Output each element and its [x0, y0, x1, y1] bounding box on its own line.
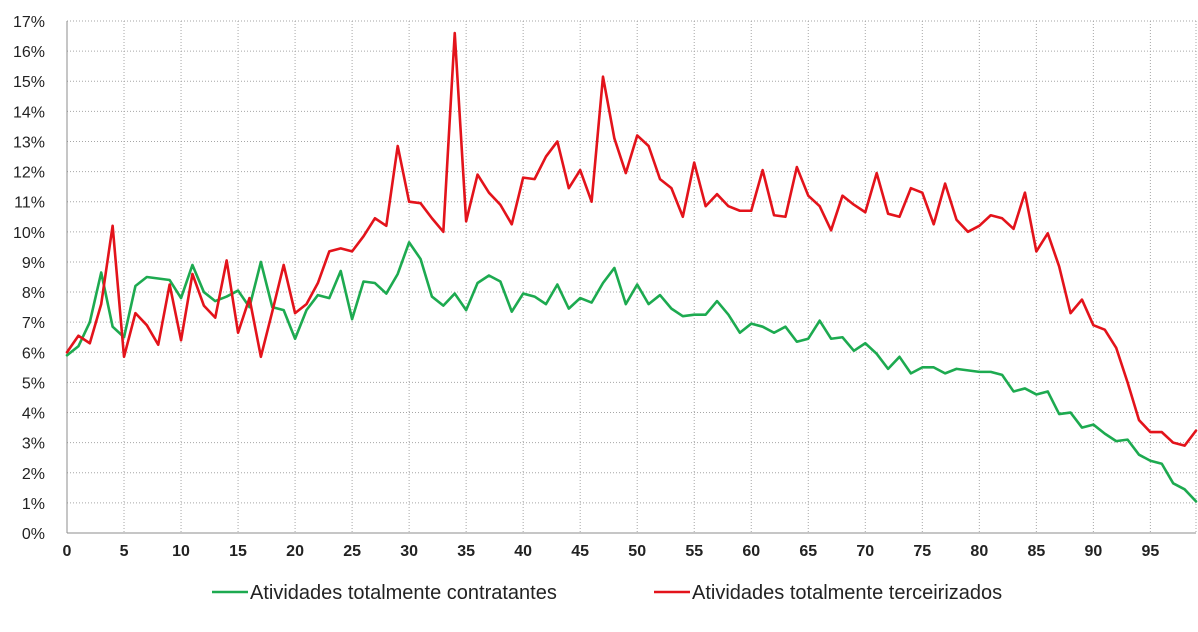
x-tick-label: 30 — [400, 543, 418, 560]
x-tick-label: 85 — [1027, 543, 1045, 560]
y-tick-label: 10% — [13, 225, 45, 242]
legend-label-0: Atividades totalmente contratantes — [250, 582, 557, 604]
y-tick-label: 15% — [13, 74, 45, 91]
x-tick-label: 0 — [63, 543, 72, 560]
x-tick-label: 10 — [172, 543, 190, 560]
x-tick-label: 75 — [913, 543, 931, 560]
x-tick-label: 50 — [628, 543, 646, 560]
y-tick-label: 5% — [22, 375, 45, 392]
grid-layer — [67, 20, 1197, 533]
series-line-1 — [65, 31, 1198, 447]
x-tick-label: 25 — [343, 543, 361, 560]
x-tick-label: 20 — [286, 543, 304, 560]
y-tick-label: 9% — [22, 255, 45, 272]
legend: Atividades totalmente contratantes Ativid… — [212, 582, 1002, 604]
y-tick-label: 13% — [13, 134, 45, 151]
y-tick-label: 1% — [22, 496, 45, 513]
y-tick-label: 16% — [13, 44, 45, 61]
x-tick-label: 55 — [685, 543, 703, 560]
series-line-0 — [65, 241, 1198, 503]
y-tick-label: 0% — [22, 526, 45, 543]
y-tick-label: 4% — [22, 406, 45, 423]
x-tick-label: 45 — [571, 543, 589, 560]
y-tick-label: 2% — [22, 466, 45, 483]
y-tick-label: 14% — [13, 104, 45, 121]
x-tick-label: 40 — [514, 543, 532, 560]
series-layer — [65, 31, 1198, 503]
x-tick-label: 15 — [229, 543, 247, 560]
x-tick-label: 90 — [1084, 543, 1102, 560]
y-tick-label: 12% — [13, 165, 45, 182]
legend-label-1: Atividades totalmente terceirizados — [692, 582, 1002, 604]
x-tick-label: 70 — [856, 543, 874, 560]
y-tick-label: 3% — [22, 436, 45, 453]
axis-layer: 0% 1% 2% 3% 4% 5% 6% 7% 8% 9% 10% 11% 12% 13% 14% 15% 16… — [13, 14, 1196, 560]
y-tick-label: 17% — [13, 14, 45, 31]
y-tick-label: 6% — [22, 345, 45, 362]
x-tick-label: 65 — [799, 543, 817, 560]
x-tick-label: 35 — [457, 543, 475, 560]
x-tick-label: 5 — [120, 543, 129, 560]
x-tick-label: 60 — [742, 543, 760, 560]
y-tick-label: 8% — [22, 285, 45, 302]
y-tick-label: 7% — [22, 315, 45, 332]
x-tick-label: 95 — [1141, 543, 1159, 560]
x-tick-label: 80 — [970, 543, 988, 560]
y-tick-label: 11% — [14, 195, 45, 212]
